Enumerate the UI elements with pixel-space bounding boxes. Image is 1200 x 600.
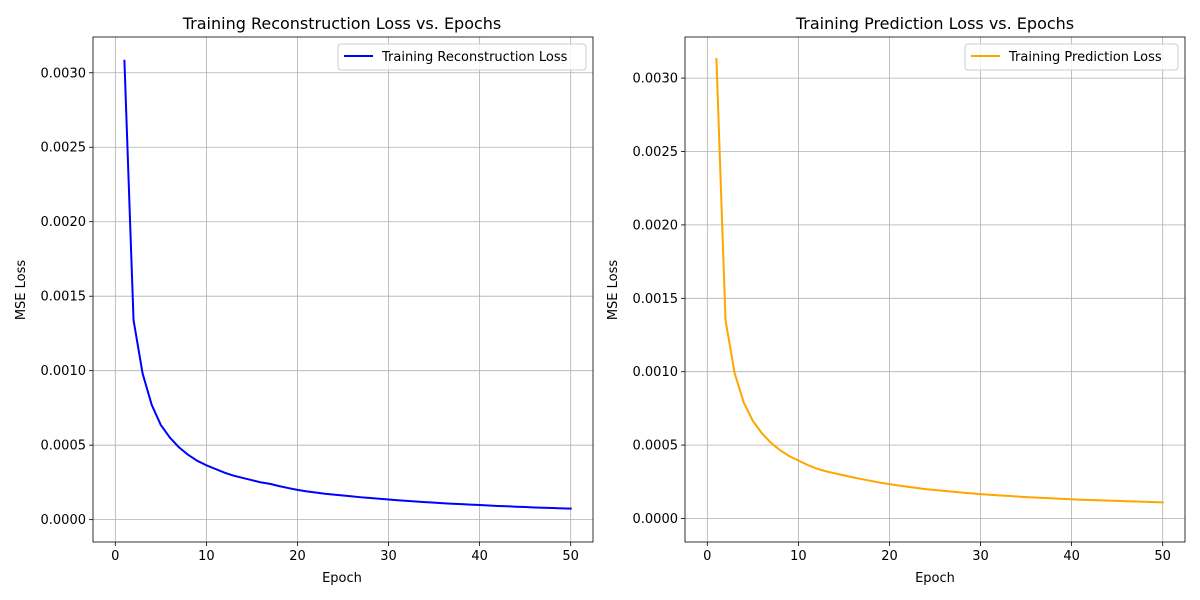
series-line [715,57,1164,504]
subplot-reconstruction: Training Reconstruction Loss vs. Epochs … [14,14,594,586]
x-tick-label: 0 [703,549,711,564]
legend: Training Reconstruction Loss [337,43,587,71]
y-axis-label: MSE Loss [14,260,29,321]
legend: Training Prediction Loss [964,43,1179,71]
x-tick-label: 10 [790,549,807,564]
x-axis-label: Epoch [915,571,955,586]
legend-box [964,43,1179,71]
y-tick-label: 0.0030 [633,72,679,87]
y-tick-label: 0.0025 [41,141,87,156]
y-tick-label: 0.0020 [633,218,679,233]
grid [93,37,593,542]
y-axis-ticks: 0.0000 0.0005 0.0010 0.0015 0.0020 0.0025 0.00… [633,72,685,527]
plot-frame [92,36,594,543]
x-tick-label: 50 [562,549,579,564]
grid [685,37,1185,542]
y-tick-label: 0.0005 [633,439,679,454]
y-tick-label: 0.0025 [633,145,679,160]
x-tick-label: 10 [198,549,215,564]
chart-title: Training Reconstruction Loss vs. Epochs [182,14,502,33]
x-tick-label: 40 [1063,549,1080,564]
x-tick-label: 20 [289,549,306,564]
y-tick-label: 0.0015 [633,292,679,307]
y-axis-label: MSE Loss [606,260,621,321]
x-tick-label: 50 [1154,549,1171,564]
y-tick-label: 0.0000 [633,512,679,527]
y-tick-label: 0.0015 [41,290,87,305]
x-axis-ticks: 0 10 20 30 40 50 [111,542,579,564]
y-tick-label: 0.0005 [41,439,87,454]
y-tick-label: 0.0020 [41,215,87,230]
plot-frame [684,36,1186,543]
legend-box [337,43,587,71]
y-tick-label: 0.0030 [41,66,87,81]
legend-label: Training Prediction Loss [1008,50,1162,65]
subplot-prediction: Training Prediction Loss vs. Epochs 0 10 2… [606,14,1186,586]
x-tick-label: 40 [471,549,488,564]
chart-title: Training Prediction Loss vs. Epochs [795,14,1074,33]
x-axis-ticks: 0 10 20 30 40 50 [703,542,1171,564]
y-tick-label: 0.0000 [41,513,87,528]
x-tick-label: 20 [881,549,898,564]
x-tick-label: 30 [380,549,397,564]
x-tick-label: 0 [111,549,119,564]
legend-label: Training Reconstruction Loss [381,50,568,65]
series-lines [123,59,572,510]
y-axis-ticks: 0.0000 0.0005 0.0010 0.0015 0.0020 0.0025 0.00… [41,66,93,528]
x-axis-label: Epoch [322,571,362,586]
y-tick-label: 0.0010 [41,364,87,379]
series-line [123,59,572,510]
series-lines [715,57,1164,504]
y-tick-label: 0.0010 [633,365,679,380]
x-tick-label: 30 [972,549,989,564]
